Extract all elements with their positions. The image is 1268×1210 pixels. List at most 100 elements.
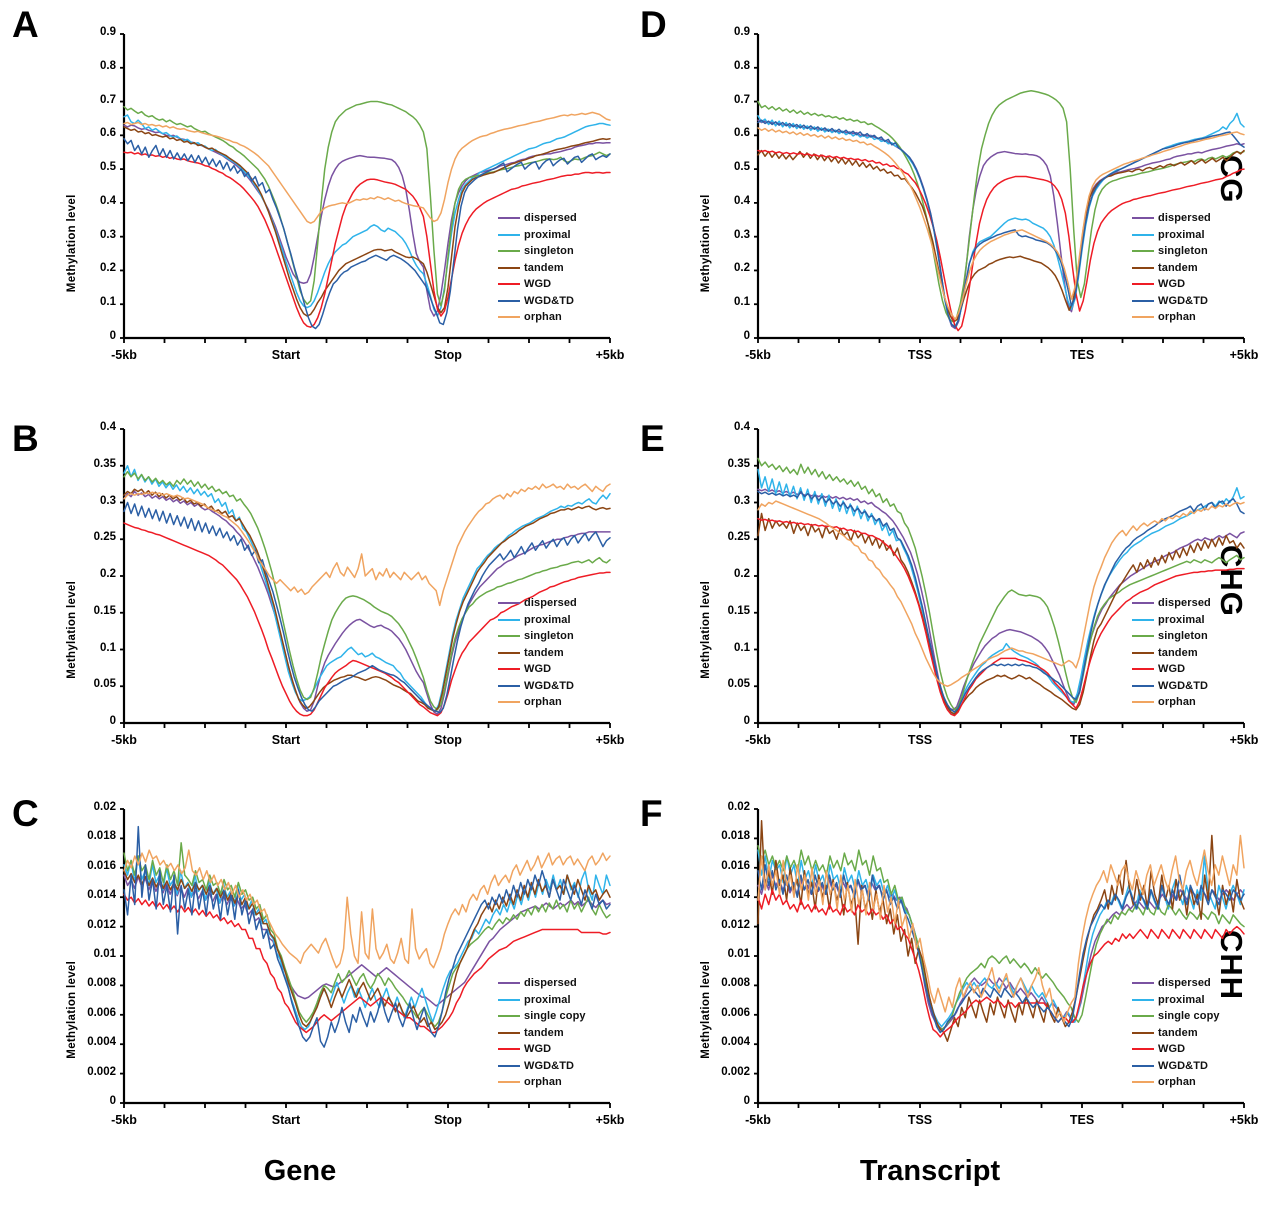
legend-item[interactable]: orphan — [1132, 694, 1211, 711]
legend-item[interactable]: tandem — [498, 1025, 586, 1042]
legend-item[interactable]: orphan — [498, 309, 577, 326]
legend-item[interactable]: orphan — [498, 694, 577, 711]
legend-swatch-icon — [1132, 250, 1154, 253]
legend-item[interactable]: single copy — [1132, 1008, 1220, 1025]
panel-letter-c: C — [12, 793, 39, 834]
x-tick-label: -5kb — [745, 733, 771, 747]
x-tick-label: Start — [271, 1113, 301, 1127]
legend-label: WGD — [1158, 1043, 1186, 1056]
legend-item[interactable]: dispersed — [1132, 595, 1211, 612]
legend-swatch-icon — [1132, 998, 1154, 1001]
legend-item[interactable]: WGD&TD — [498, 1058, 586, 1075]
legend-item[interactable]: singleton — [498, 243, 577, 260]
legend-item[interactable]: WGD&TD — [1132, 293, 1211, 310]
legend-item[interactable]: dispersed — [1132, 210, 1211, 227]
legend-label: singleton — [1158, 630, 1208, 643]
legend: dispersed proximal single copy tandem WGD WGD… — [498, 975, 586, 1091]
legend-item[interactable]: WGD — [498, 661, 577, 678]
legend-item[interactable]: WGD — [1132, 276, 1211, 293]
y-tick-label: 0.012 — [721, 918, 750, 931]
legend-item[interactable]: dispersed — [1132, 975, 1220, 992]
row-label-chh: CHH — [1214, 930, 1249, 1001]
series-line-dispersed — [123, 490, 611, 715]
legend-item[interactable]: proximal — [498, 612, 577, 629]
legend-item[interactable]: proximal — [498, 227, 577, 244]
y-tick-label: 0 — [743, 715, 750, 727]
legend-label: dispersed — [524, 597, 577, 610]
legend-label: dispersed — [1158, 212, 1211, 225]
legend-item[interactable]: WGD — [498, 1041, 586, 1058]
series-line-orphan — [757, 127, 1245, 321]
legend-label: singleton — [524, 630, 574, 643]
x-tick-label: +5kb — [595, 733, 625, 747]
y-tick-label: 0.05 — [727, 678, 750, 691]
x-tick-label: +5kb — [1229, 733, 1259, 747]
series-line-proximal — [123, 114, 611, 317]
legend-label: dispersed — [1158, 977, 1211, 990]
legend-item[interactable]: tandem — [498, 645, 577, 662]
legend-item[interactable]: WGD&TD — [1132, 678, 1211, 695]
y-tick-label: 0.7 — [100, 93, 116, 106]
y-tick-label: 0.002 — [721, 1065, 750, 1078]
legend-item[interactable]: tandem — [1132, 645, 1211, 662]
legend: dispersed proximal singleton tandem WGD WGD&T… — [1132, 595, 1211, 711]
legend-swatch-icon — [1132, 651, 1154, 654]
legend-label: orphan — [1158, 311, 1196, 324]
legend-item[interactable]: WGD — [1132, 1041, 1220, 1058]
x-tick-label: +5kb — [595, 348, 625, 362]
y-tick-label: 0.2 — [100, 568, 116, 580]
legend-item[interactable]: proximal — [1132, 992, 1220, 1009]
legend-label: orphan — [1158, 1076, 1196, 1089]
legend-item[interactable]: singleton — [1132, 243, 1211, 260]
legend: dispersed proximal singleton tandem WGD WGD&T… — [1132, 210, 1211, 326]
legend-item[interactable]: proximal — [1132, 227, 1211, 244]
legend-item[interactable]: orphan — [1132, 1074, 1220, 1091]
y-tick-label: 0.3 — [100, 494, 116, 507]
legend-swatch-icon — [498, 982, 520, 985]
legend-item[interactable]: WGD — [1132, 661, 1211, 678]
legend-item[interactable]: proximal — [498, 992, 586, 1009]
legend-item[interactable]: dispersed — [498, 975, 586, 992]
x-tick-label: -5kb — [111, 348, 137, 362]
panel-letter-a: A — [12, 4, 39, 45]
legend-item[interactable]: WGD — [498, 276, 577, 293]
legend-swatch-icon — [498, 618, 520, 621]
y-axis-title: Methylation level — [66, 581, 78, 679]
legend-item[interactable]: dispersed — [498, 210, 577, 227]
series-line-singleton — [757, 457, 1245, 711]
legend-item[interactable]: single copy — [498, 1008, 586, 1025]
legend-item[interactable]: WGD&TD — [1132, 1058, 1220, 1075]
panel-e-chart: 0 0.05 0.1 0.15 0.2 0.25 0.3 0.35 0.4 -5kb TSS TES +… — [696, 415, 1258, 775]
series-line-wgd — [123, 151, 611, 328]
legend-item[interactable]: orphan — [1132, 309, 1211, 326]
legend-swatch-icon — [498, 217, 520, 220]
legend-item[interactable]: tandem — [1132, 1025, 1220, 1042]
y-axis-title: Methylation level — [66, 194, 78, 293]
legend-swatch-icon — [498, 1015, 520, 1018]
legend-swatch-icon — [1132, 233, 1154, 236]
legend-swatch-icon — [498, 998, 520, 1001]
legend-item[interactable]: singleton — [1132, 628, 1211, 645]
legend-item[interactable]: WGD&TD — [498, 678, 577, 695]
y-tick-label: 0.3 — [734, 494, 750, 507]
y-tick-label: 0 — [743, 330, 750, 342]
legend-item[interactable]: tandem — [498, 260, 577, 277]
legend-swatch-icon — [1132, 299, 1154, 302]
y-tick-label: 0.8 — [100, 59, 116, 72]
legend-item[interactable]: orphan — [498, 1074, 586, 1091]
panel-letter-d: D — [640, 4, 667, 45]
legend-label: dispersed — [524, 212, 577, 225]
y-tick-label: 0.1 — [100, 296, 116, 309]
legend-item[interactable]: singleton — [498, 628, 577, 645]
legend-item[interactable]: dispersed — [498, 595, 577, 612]
y-tick-label: 0.15 — [93, 604, 116, 617]
legend-item[interactable]: proximal — [1132, 612, 1211, 629]
x-tick-label: TSS — [907, 348, 933, 362]
legend-item[interactable]: tandem — [1132, 260, 1211, 277]
y-tick-label: 0.012 — [87, 918, 116, 931]
legend-item[interactable]: WGD&TD — [498, 293, 577, 310]
legend-label: WGD&TD — [1158, 1059, 1209, 1072]
legend-swatch-icon — [1132, 1015, 1154, 1018]
legend-swatch-icon — [498, 651, 520, 654]
